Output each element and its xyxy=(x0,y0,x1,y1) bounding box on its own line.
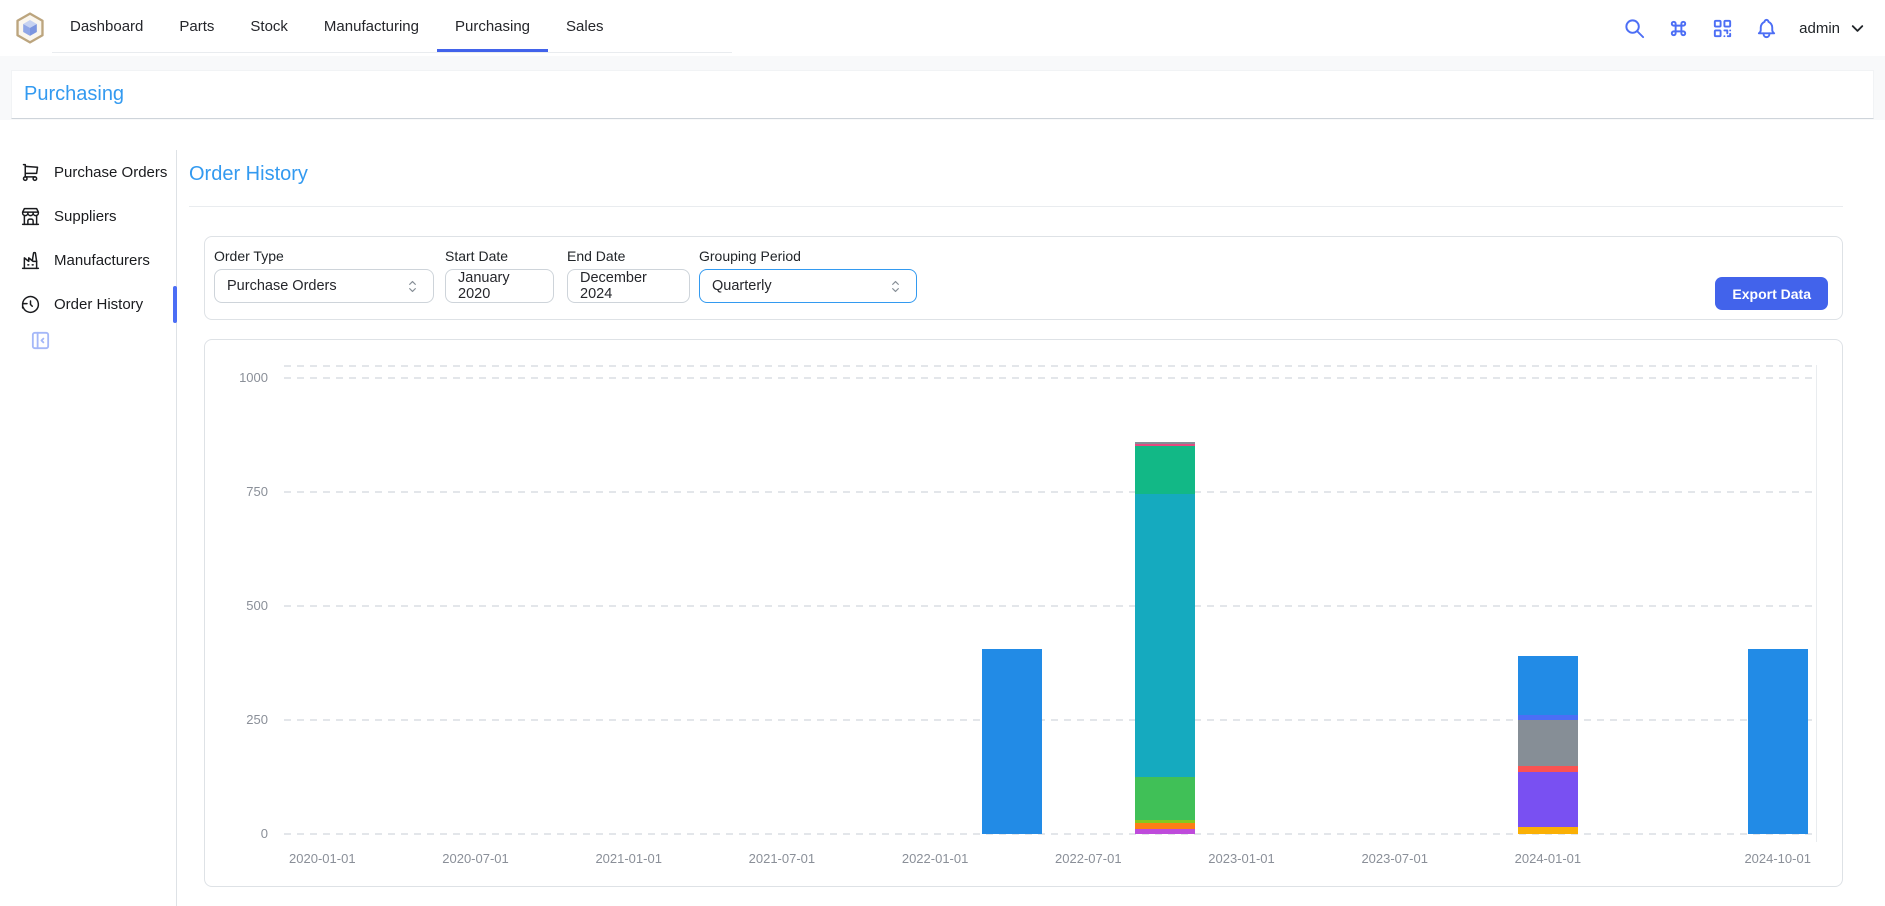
gridline-y-750 xyxy=(284,491,1816,493)
bar-2024-01-01-segment-indigo[interactable] xyxy=(1517,714,1578,721)
order-history-chart: 0 250 500 750 1000 2020-01-01 2020-07-01 2021-0… xyxy=(205,340,1842,886)
filter-group-start-date: Start Date January 2020 xyxy=(445,248,554,303)
sidebar-item-label: Order History xyxy=(54,295,144,313)
sidebar-divider xyxy=(176,150,177,906)
command-palette-icon[interactable] xyxy=(1667,17,1690,40)
shopping-cart-icon xyxy=(20,162,41,183)
y-axis-tick-label: 1000 xyxy=(239,370,268,385)
building-store-icon xyxy=(20,206,41,227)
filter-group-grouping-period: Grouping Period Quarterly xyxy=(699,248,917,303)
order-type-select[interactable]: Purchase Orders xyxy=(214,269,434,303)
app-logo-icon[interactable] xyxy=(14,12,46,44)
x-axis-tick-label: 2023-01-01 xyxy=(1208,851,1275,866)
y-axis-tick-label: 250 xyxy=(246,712,268,727)
x-axis-tick-label: 2022-07-01 xyxy=(1055,851,1122,866)
sidebar-item-manufacturers[interactable]: Manufacturers xyxy=(20,238,170,282)
filter-group-order-type: Order Type Purchase Orders xyxy=(214,248,434,303)
end-date-input[interactable]: December 2024 xyxy=(567,269,690,303)
bar-2022-10-01-segment-pink[interactable] xyxy=(1134,443,1195,446)
gridline-y-1000 xyxy=(284,377,1816,379)
grouping-period-label: Grouping Period xyxy=(699,248,801,264)
grouping-period-value: Quarterly xyxy=(712,278,772,294)
x-axis-tick-label: 2024-01-01 xyxy=(1514,851,1582,866)
page-header: Purchasing xyxy=(11,70,1874,119)
bar-2022-04-01-segment-blue[interactable] xyxy=(981,649,1042,834)
main-tabs: Dashboard Parts Stock Manufacturing Purchasi… xyxy=(52,3,732,53)
plot-top-border xyxy=(284,365,1816,367)
sidebar-nav: Purchase Orders Suppliers Manufacturers Ord… xyxy=(20,150,170,326)
x-axis-tick-label: 2022-01-01 xyxy=(901,851,969,866)
x-axis-tick-label: 2021-07-01 xyxy=(748,851,816,866)
username-label: admin xyxy=(1799,19,1840,37)
selector-chevrons-icon xyxy=(404,278,421,295)
x-axis-tick-label: 2020-01-01 xyxy=(289,851,356,866)
sidebar-item-purchase-orders[interactable]: Purchase Orders xyxy=(20,150,170,194)
topbar-actions: admin xyxy=(1623,0,1867,56)
sidebar-item-label: Purchase Orders xyxy=(54,163,168,181)
x-axis-tick-label: 2023-07-01 xyxy=(1361,851,1428,866)
bar-2024-01-01-segment-red[interactable] xyxy=(1517,765,1578,773)
order-type-label: Order Type xyxy=(214,248,284,264)
y-axis-tick-label: 0 xyxy=(260,826,268,841)
bar-2022-10-01-segment-gray[interactable] xyxy=(1134,441,1195,444)
search-icon[interactable] xyxy=(1623,17,1646,40)
tab-stock[interactable]: Stock xyxy=(250,17,288,35)
tab-sales[interactable]: Sales xyxy=(566,17,604,35)
bar-2024-01-01-segment-blue[interactable] xyxy=(1517,656,1578,715)
bar-2022-10-01-segment-green[interactable] xyxy=(1134,776,1195,820)
tab-purchasing[interactable]: Purchasing xyxy=(436,3,549,52)
gridline-y-250 xyxy=(284,719,1816,721)
filter-panel: Export Data Order Type Purchase Orders Sta… xyxy=(204,236,1843,320)
bar-2024-01-01-segment-gray[interactable] xyxy=(1517,720,1578,766)
sidebar-item-label: Suppliers xyxy=(54,207,117,225)
sidebar-item-order-history[interactable]: Order History xyxy=(20,282,170,326)
order-history-chart-card: 0 250 500 750 1000 2020-01-01 2020-07-01 2021-0… xyxy=(204,339,1843,887)
start-date-value: January 2020 xyxy=(458,270,510,302)
bar-2022-10-01-segment-lime[interactable] xyxy=(1134,819,1195,824)
page-title: Order History xyxy=(189,163,308,185)
bar-2024-01-01-segment-violet[interactable] xyxy=(1517,772,1578,828)
bar-2024-10-01-segment-blue[interactable] xyxy=(1747,649,1808,834)
tab-dashboard[interactable]: Dashboard xyxy=(70,17,144,35)
notifications-bell-icon[interactable] xyxy=(1755,17,1778,40)
tab-parts[interactable]: Parts xyxy=(179,17,215,35)
start-date-input[interactable]: January 2020 xyxy=(445,269,554,303)
tabs-spacer xyxy=(622,3,732,52)
bar-2022-10-01-segment-grape[interactable] xyxy=(1134,828,1195,834)
x-axis-tick-label: 2020-07-01 xyxy=(442,851,509,866)
bar-2022-10-01-segment-orange[interactable] xyxy=(1134,823,1195,829)
bar-2022-10-01-segment-teal[interactable] xyxy=(1134,445,1195,494)
breadcrumb[interactable]: Purchasing xyxy=(24,83,125,105)
history-icon xyxy=(20,294,41,315)
title-divider xyxy=(189,206,1843,207)
chevron-down-icon xyxy=(1848,19,1867,38)
building-factory-icon xyxy=(20,250,41,271)
start-date-label: Start Date xyxy=(445,248,509,264)
barcode-scan-icon[interactable] xyxy=(1711,17,1734,40)
sidebar-active-indicator xyxy=(173,286,177,323)
plot-right-border xyxy=(1816,365,1817,842)
tab-manufacturing[interactable]: Manufacturing xyxy=(323,17,419,35)
end-date-value: December 2024 xyxy=(580,270,647,302)
export-data-button[interactable]: Export Data xyxy=(1715,277,1828,310)
sidebar-collapse-icon[interactable] xyxy=(29,329,52,352)
y-axis-tick-label: 750 xyxy=(246,484,268,499)
end-date-label: End Date xyxy=(567,248,626,264)
sidebar-item-suppliers[interactable]: Suppliers xyxy=(20,194,170,238)
gridline-y-0 xyxy=(284,833,1816,835)
selector-chevrons-icon xyxy=(887,278,904,295)
sidebar-item-label: Manufacturers xyxy=(54,251,150,269)
grouping-period-select[interactable]: Quarterly xyxy=(699,269,917,303)
bar-2024-01-01-segment-yellow[interactable] xyxy=(1517,827,1578,834)
x-axis-tick-label: 2021-01-01 xyxy=(595,851,662,866)
x-axis-tick-label: 2024-10-01 xyxy=(1744,851,1811,866)
user-menu[interactable]: admin xyxy=(1799,19,1867,38)
y-axis-tick-label: 500 xyxy=(246,598,268,613)
bar-2022-10-01-segment-cyan[interactable] xyxy=(1134,493,1195,777)
filter-group-end-date: End Date December 2024 xyxy=(567,248,690,303)
gridline-y-500 xyxy=(284,605,1816,607)
order-type-value: Purchase Orders xyxy=(227,278,337,294)
top-navigation-bar: Dashboard Parts Stock Manufacturing Purchasi… xyxy=(0,0,1885,56)
